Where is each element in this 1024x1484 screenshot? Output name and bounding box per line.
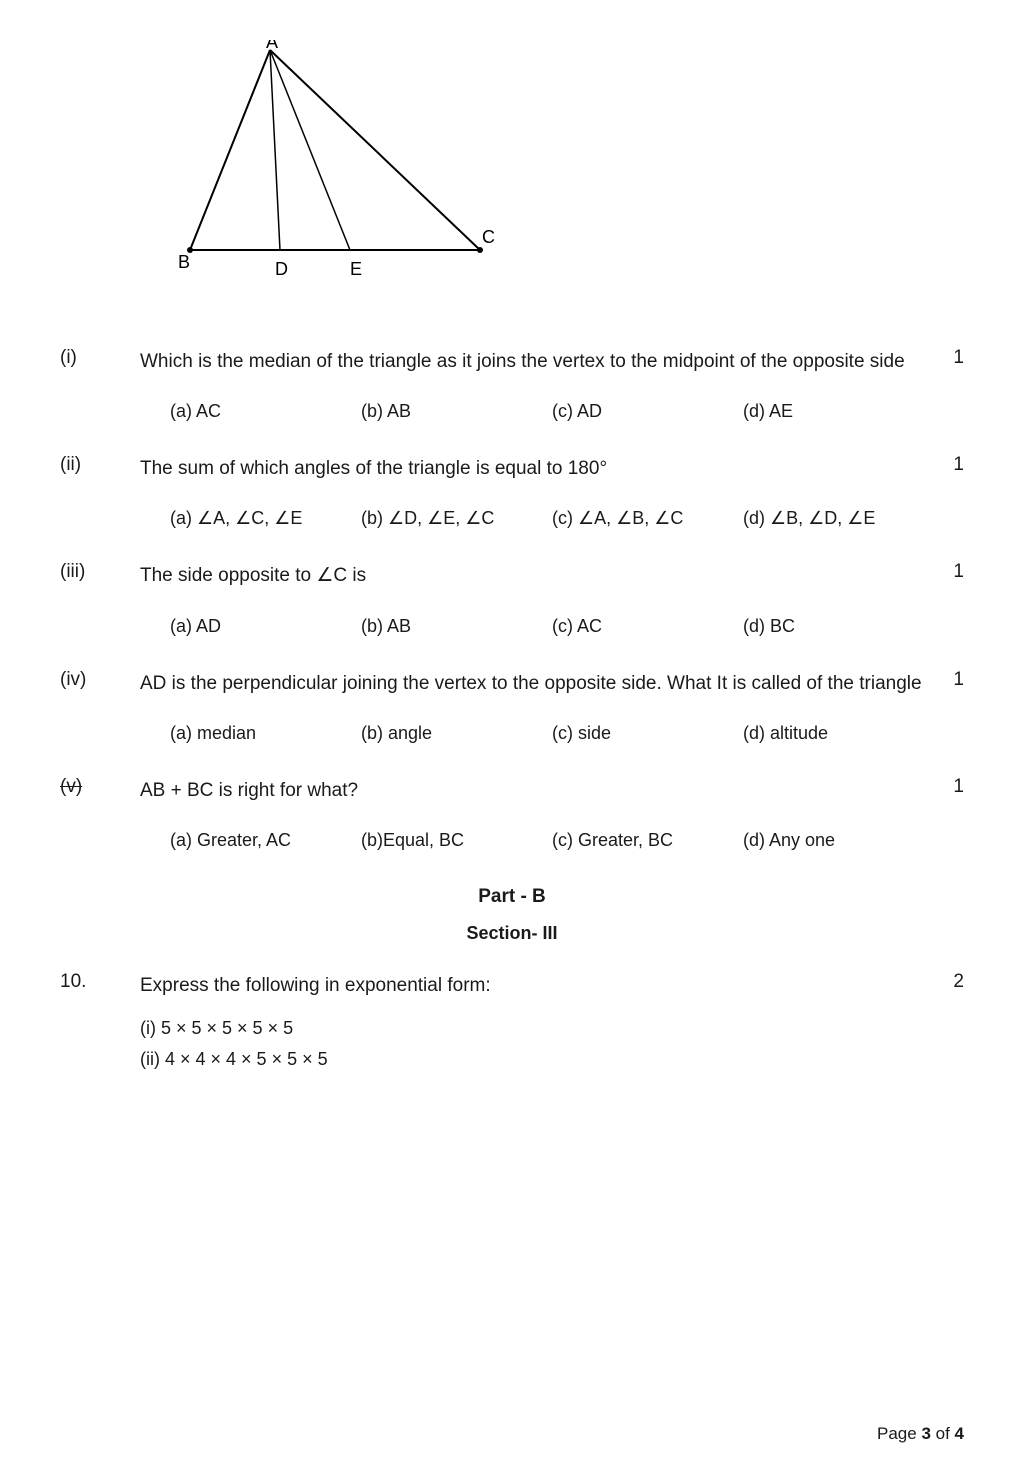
q-num: (iv) [60,667,140,691]
option-d: (d) BC [743,616,924,637]
section-3-header: Section- III [60,923,964,944]
q-text: AB + BC is right for what? [140,774,924,808]
svg-text:B: B [178,252,190,272]
marks: 1 [924,667,964,691]
option-d: (d) AE [743,401,924,422]
q-num: 10. [60,969,140,993]
option-d: (d) altitude [743,723,924,744]
option-c: (c) AC [552,616,733,637]
q-text: AD is the perpendicular joining the vert… [140,667,924,701]
option-a: (a) ∠A, ∠C, ∠E [170,508,351,529]
option-c: (c) AD [552,401,733,422]
question-5: (v) AB + BC is right for what? (a) Great… [60,774,964,861]
question-3: (iii) The side opposite to ∠C is (a) AD … [60,559,964,646]
q-text: The sum of which angles of the triangle … [140,452,924,486]
q-num: (v) [60,774,140,798]
marks: 2 [924,969,964,993]
option-a: (a) Greater, AC [170,830,351,851]
marks: 1 [924,774,964,798]
svg-text:D: D [275,259,288,279]
page-number: Page 3 of 4 [877,1424,964,1444]
option-a: (a) AC [170,401,351,422]
q-num: (iii) [60,559,140,583]
q-text: Express the following in exponential for… [140,969,924,1003]
option-a: (a) median [170,723,351,744]
option-b: (b) ∠D, ∠E, ∠C [361,508,542,529]
part-b-header: Part - B [60,886,964,908]
option-c: (c) side [552,723,733,744]
sub-1: (i) 5 × 5 × 5 × 5 × 5 [140,1018,924,1039]
option-b: (b) AB [361,401,542,422]
svg-text:A: A [266,40,278,52]
q-num: (i) [60,345,140,369]
marks: 1 [924,559,964,583]
question-1: (i) Which is the median of the triangle … [60,345,964,432]
marks: 1 [924,452,964,476]
svg-text:E: E [350,259,362,279]
marks: 1 [924,345,964,369]
q-text: Which is the median of the triangle as i… [140,345,924,379]
option-a: (a) AD [170,616,351,637]
svg-text:C: C [482,227,495,247]
option-b: (b) AB [361,616,542,637]
question-10: 10. Express the following in exponential… [60,969,964,1080]
q-text: The side opposite to ∠C is [140,559,924,593]
option-c: (c) ∠A, ∠B, ∠C [552,508,733,529]
option-b: (b) angle [361,723,542,744]
option-c: (c) Greater, BC [552,830,733,851]
question-2: (ii) The sum of which angles of the tria… [60,452,964,539]
option-d: (d) ∠B, ∠D, ∠E [743,508,924,529]
question-4: (iv) AD is the perpendicular joining the… [60,667,964,754]
option-b: (b)Equal, BC [361,830,542,851]
option-d: (d) Any one [743,830,924,851]
triangle-diagram: A B C D E [160,40,964,295]
sub-2: (ii) 4 × 4 × 4 × 5 × 5 × 5 [140,1049,924,1070]
q-num: (ii) [60,452,140,476]
